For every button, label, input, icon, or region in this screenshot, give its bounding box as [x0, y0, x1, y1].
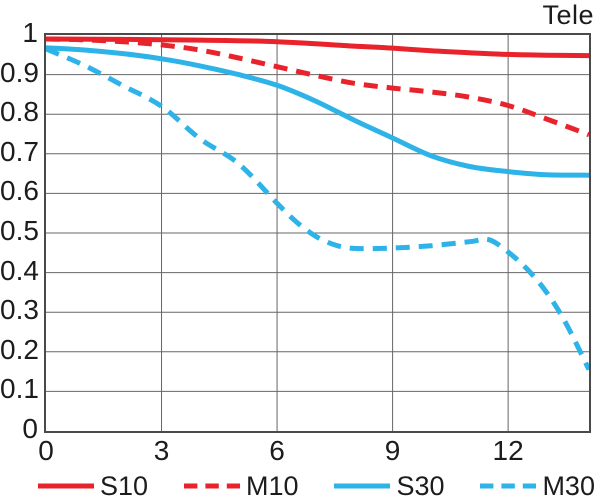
y-tick-label-0.4: 0.4 — [0, 254, 39, 286]
y-tick-label-0.9: 0.9 — [0, 56, 39, 88]
legend-item-s30: S30 — [334, 471, 445, 501]
legend-item-m30: M30 — [480, 471, 595, 501]
legend-label-m30: M30 — [542, 471, 595, 501]
x-tick-label-12: 12 — [492, 435, 524, 466]
plot-area — [44, 33, 591, 433]
dashed-blue-line-swatch — [480, 483, 537, 489]
solid-red-line-swatch — [38, 483, 94, 489]
x-tick-label-9: 9 — [384, 435, 401, 466]
y-tick-label-0.1: 0.1 — [0, 373, 39, 405]
curve-s10 — [46, 36, 589, 59]
x-tick-label-6: 6 — [269, 435, 285, 466]
y-tick-label-0.8: 0.8 — [0, 96, 39, 128]
legend-item-s10: S10 — [38, 471, 148, 501]
legend-label-s10: S10 — [100, 471, 149, 501]
y-tick-label-0.3: 0.3 — [0, 294, 39, 326]
legend-label-s30: S30 — [396, 471, 445, 501]
legend-item-m10: M10 — [183, 471, 299, 501]
x-tick-label-3: 3 — [153, 435, 170, 466]
y-tick-label-0.5: 0.5 — [0, 215, 39, 246]
curve-m30 — [46, 46, 589, 371]
dashed-red-line-swatch — [183, 483, 240, 489]
legend-label-m10: M10 — [245, 471, 299, 501]
legend: S10 M10 S30 M30 — [38, 471, 595, 501]
y-tick-label-0.2: 0.2 — [0, 333, 39, 365]
y-tick-label-0.6: 0.6 — [0, 175, 39, 207]
plot-canvas — [46, 35, 589, 431]
y-tick-label-1: 1 — [22, 17, 38, 48]
x-tick-label-0: 0 — [38, 435, 54, 466]
curve-s30 — [46, 45, 589, 178]
chart-title: Tele — [542, 0, 594, 30]
y-tick-label-0: 0 — [22, 413, 38, 444]
y-tick-label-0.7: 0.7 — [0, 135, 39, 167]
solid-blue-line-swatch — [334, 483, 391, 489]
